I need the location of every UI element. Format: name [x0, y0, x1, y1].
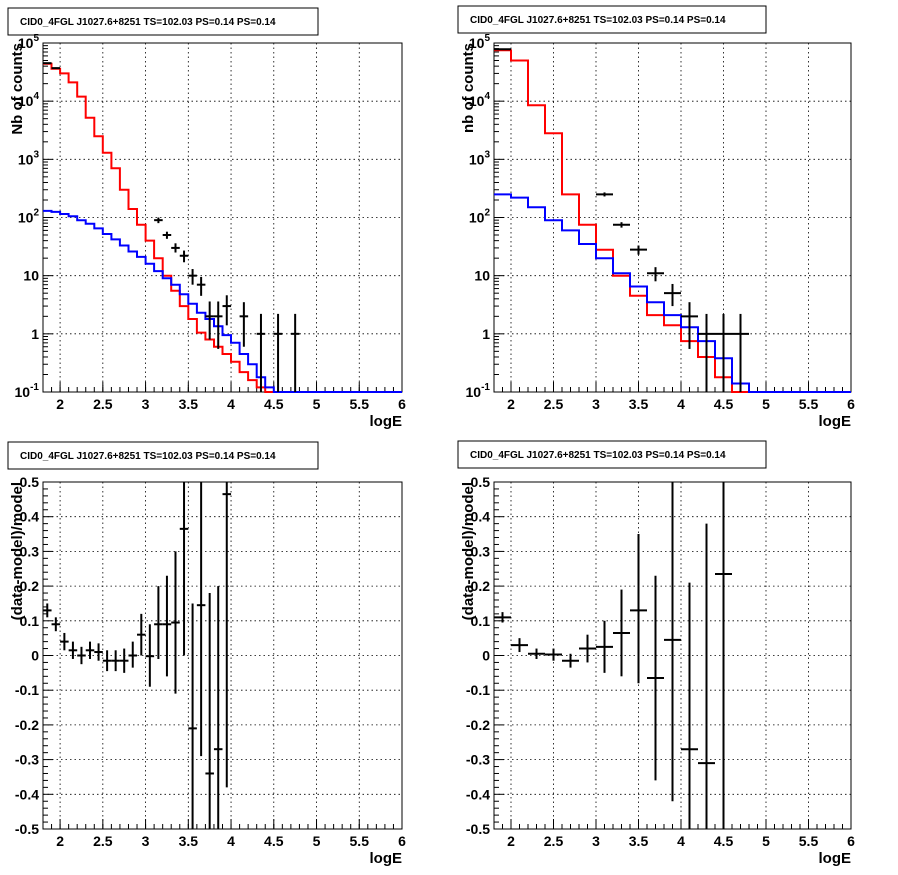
- x-tick-label: 6: [847, 833, 855, 849]
- x-tick-label: 2.5: [93, 833, 113, 849]
- y-tick-label: -0.2: [466, 717, 490, 733]
- x-tick-label: 2.5: [93, 396, 113, 412]
- x-tick-label: 5: [762, 396, 770, 412]
- y-tick-label: 102: [18, 208, 40, 226]
- plot-frame: [42, 481, 403, 830]
- title-box: [457, 440, 767, 469]
- y-tick-label: 10-1: [15, 382, 40, 400]
- y-tick-label: 102: [469, 208, 491, 226]
- x-tick-label: 2: [507, 396, 515, 412]
- x-tick-label: 4.5: [264, 833, 284, 849]
- panel-2: CID0_4FGL J1027.6+8251 TS=102.03 PS=0.14…: [457, 5, 855, 430]
- x-tick-label: 5.5: [350, 396, 370, 412]
- y-axis-label: (data-model)/model: [460, 482, 477, 620]
- chart-title: CID0_4FGL J1027.6+8251 TS=102.03 PS=0.14…: [20, 17, 276, 28]
- x-tick-label: 3.5: [629, 833, 649, 849]
- y-tick-label: 10: [474, 268, 490, 284]
- panel-3: CID0_4FGL J1027.6+8251 TS=102.03 PS=0.14…: [7, 441, 406, 867]
- panel-1: CID0_4FGL J1027.6+8251 TS=102.03 PS=0.14…: [7, 7, 406, 430]
- series-model_source: [494, 193, 851, 393]
- y-tick-label: 0.4: [471, 509, 491, 525]
- y-tick-label: 0.3: [471, 543, 491, 559]
- y-tick-label: 0.5: [20, 474, 40, 490]
- x-axis-label: logE: [819, 850, 852, 867]
- x-tick-label: 3.5: [629, 396, 649, 412]
- y-tick-label: 0.4: [20, 509, 40, 525]
- x-tick-label: 5: [313, 833, 321, 849]
- y-tick-label: 103: [469, 149, 491, 167]
- x-tick-label: 5.5: [350, 833, 370, 849]
- x-tick-label: 3: [142, 396, 150, 412]
- x-tick-label: 3: [142, 833, 150, 849]
- y-tick-label: 104: [18, 91, 40, 109]
- y-tick-label: 0.5: [471, 474, 491, 490]
- x-tick-label: 2: [56, 833, 64, 849]
- y-tick-label: -0.5: [466, 821, 490, 837]
- x-tick-label: 4: [227, 396, 235, 412]
- x-tick-label: 4.5: [714, 396, 734, 412]
- y-tick-label: 0.1: [471, 613, 491, 629]
- x-tick-label: 3: [592, 833, 600, 849]
- x-axis-label: logE: [370, 850, 403, 867]
- title-box: [457, 5, 767, 34]
- y-axis-label: (data-model)/model: [9, 482, 26, 620]
- y-tick-label: -0.3: [466, 752, 490, 768]
- y-tick-label: -0.4: [15, 786, 39, 802]
- x-tick-label: 2: [56, 396, 64, 412]
- x-tick-label: 3.5: [179, 396, 199, 412]
- y-tick-label: 104: [469, 91, 491, 109]
- y-tick-label: -0.1: [15, 682, 39, 698]
- y-tick-label: 0: [482, 648, 490, 664]
- y-tick-label: 1: [482, 326, 490, 342]
- x-tick-label: 4: [677, 396, 685, 412]
- title-box: [7, 7, 319, 36]
- series-model_source: [43, 209, 402, 393]
- x-tick-label: 5.5: [799, 833, 819, 849]
- y-tick-label: -0.4: [466, 786, 490, 802]
- y-tick-label: 103: [18, 149, 40, 167]
- plot-frame: [42, 42, 403, 393]
- chart-title: CID0_4FGL J1027.6+8251 TS=102.03 PS=0.14…: [470, 450, 726, 461]
- y-axis-label: Nb of counts: [9, 43, 26, 135]
- x-tick-label: 4.5: [264, 396, 284, 412]
- chart-title: CID0_4FGL J1027.6+8251 TS=102.03 PS=0.14…: [20, 451, 276, 462]
- x-tick-label: 5: [313, 396, 321, 412]
- y-tick-label: 10-1: [466, 382, 491, 400]
- y-tick-label: 0.2: [20, 578, 40, 594]
- x-tick-label: 3.5: [179, 833, 199, 849]
- x-tick-label: 6: [847, 396, 855, 412]
- x-tick-label: 2.5: [544, 833, 564, 849]
- x-tick-label: 2: [507, 833, 515, 849]
- x-tick-label: 6: [398, 833, 406, 849]
- y-tick-label: -0.5: [15, 821, 39, 837]
- y-tick-label: -0.2: [15, 717, 39, 733]
- x-tick-label: 4.5: [714, 833, 734, 849]
- x-axis-label: logE: [819, 413, 852, 430]
- x-axis-label: logE: [370, 413, 403, 430]
- chart-title: CID0_4FGL J1027.6+8251 TS=102.03 PS=0.14…: [470, 15, 726, 26]
- title-box: [7, 441, 319, 470]
- y-tick-label: 105: [18, 33, 40, 51]
- x-tick-label: 6: [398, 396, 406, 412]
- y-tick-label: 0.3: [20, 543, 40, 559]
- x-tick-label: 5: [762, 833, 770, 849]
- x-tick-label: 4: [677, 833, 685, 849]
- y-tick-label: -0.1: [466, 682, 490, 698]
- y-tick-label: -0.3: [15, 752, 39, 768]
- y-tick-label: 10: [23, 268, 39, 284]
- y-axis-label: nb of counts: [460, 43, 477, 133]
- x-tick-label: 2.5: [544, 396, 564, 412]
- y-tick-label: 0.2: [471, 578, 491, 594]
- y-tick-label: 105: [469, 33, 491, 51]
- x-tick-label: 4: [227, 833, 235, 849]
- y-tick-label: 0.1: [20, 613, 40, 629]
- plot-frame: [493, 42, 852, 393]
- x-tick-label: 3: [592, 396, 600, 412]
- y-tick-label: 1: [31, 326, 39, 342]
- x-tick-label: 5.5: [799, 396, 819, 412]
- panel-4: CID0_4FGL J1027.6+8251 TS=102.03 PS=0.14…: [457, 440, 855, 867]
- y-tick-label: 0: [31, 648, 39, 664]
